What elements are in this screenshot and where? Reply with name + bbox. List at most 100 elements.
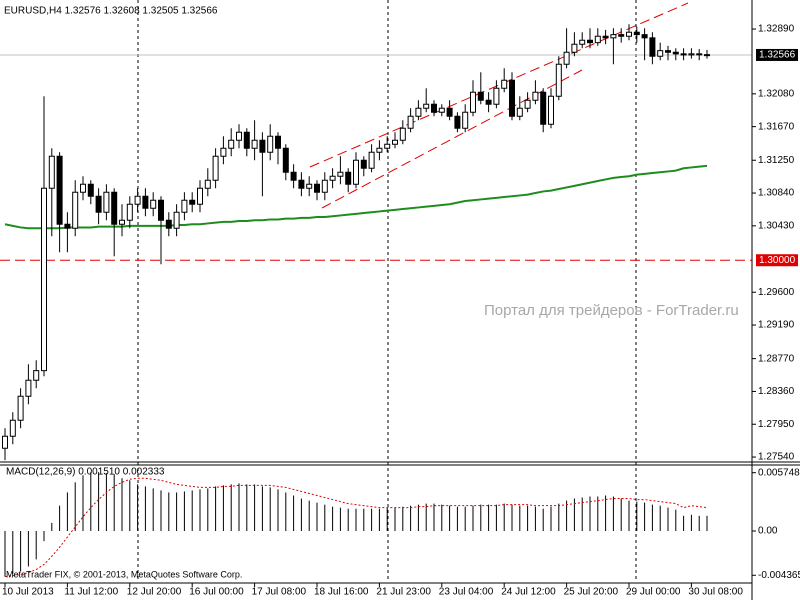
candle-body [532,91,539,101]
y-tick-label: 1.29190 [758,320,795,331]
candle-body [212,155,219,181]
candle-body [431,103,437,113]
x-tick-label: 16 Jul 00:00 [189,587,244,598]
candle-body [415,107,422,117]
y-tick-label: 0.00 [758,526,778,537]
candle-body [64,223,71,229]
y-tick-label: 1.29600 [758,287,795,298]
candle-body [407,115,414,129]
candle-body [665,50,671,53]
candle-body [696,53,703,56]
candle-body [641,34,648,39]
candle-body [189,199,196,205]
candle-body [95,195,102,213]
candle-body [384,143,391,149]
y-tick-label: 1.28360 [758,386,795,397]
candle-body [423,103,430,109]
y-tick-label: 1.32080 [758,88,795,99]
candle-body [368,151,375,169]
candle-body [158,199,164,221]
candle-body [540,91,547,125]
candle-body [111,191,118,225]
candle-body [17,395,24,421]
plot-layer [0,0,752,582]
y-tick-label: -0.004365 [758,570,800,581]
x-tick-label: 21 Jul 23:00 [376,587,431,598]
candle-body [2,435,8,449]
candle-body [259,139,266,153]
chart-title: EURUSD,H4 1.32576 1.32608 1.32505 1.3256… [4,6,218,17]
candle-body [345,171,352,185]
candle-body [87,183,94,197]
x-tick-label: 29 Jul 00:00 [626,587,681,598]
candle-body [173,211,180,229]
candle-body [392,139,398,145]
candle-body [516,107,523,117]
candle-body [126,203,133,221]
level-label: 1.32566 [759,50,796,61]
candle-body [337,171,344,177]
candle-body [243,131,250,149]
candle-body [446,107,453,117]
level-label-box [756,254,798,267]
candle-body [548,95,554,125]
candle-body [633,31,640,36]
candle-body [103,191,110,213]
x-tick-label: 12 Jul 20:00 [127,587,182,598]
x-tick-label: 23 Jul 04:00 [439,587,494,598]
candle-body [251,139,258,149]
candle-body [438,107,445,113]
candle-body [571,43,578,53]
candle-body [41,187,47,372]
candle-body [220,147,227,157]
y-tick-label: 1.27950 [758,419,795,430]
candle-body [353,159,359,185]
candle-body [704,54,710,57]
candle-body [197,187,203,205]
candle-body [649,37,656,57]
candle-body [56,155,63,225]
candle-body [680,53,687,56]
candle-body [321,179,328,193]
x-tick-label: 17 Jul 08:00 [252,587,307,598]
candle-body [329,175,336,181]
candle-body [360,159,367,169]
channel-upper [309,2,689,168]
candle-body [587,39,593,44]
candle-body [610,34,617,39]
y-tick-label: 1.30430 [758,220,795,231]
candle-body [501,79,508,89]
candle-body [290,171,297,181]
candle-body [33,370,40,381]
candle-body [48,155,55,189]
candle-body [134,195,141,205]
y-tick-label: 0.005748 [758,467,800,478]
level-label-box [756,48,798,61]
candle-body [563,51,570,65]
candle-body [236,131,242,141]
candle-body [80,183,86,193]
x-tick-label: 18 Jul 16:00 [314,587,369,598]
x-tick-label: 25 Jul 20:00 [564,587,619,598]
candle-body [399,127,406,141]
candle-body [228,139,235,149]
candle-body [165,219,172,229]
macd-title: MACD(12,26,9) 0.001510 0.002333 [6,467,165,478]
candle-body [306,183,313,189]
candle-body [150,199,157,209]
candle-body [688,53,695,56]
candle-body [672,51,679,55]
candle-body [204,179,211,189]
candle-body [267,135,274,153]
candle-body [25,379,32,397]
y-tick-label: 1.31250 [758,155,795,166]
candle-body [275,135,281,149]
x-tick-label: 10 Jul 2013 [2,587,54,598]
candle-body [579,39,586,45]
level-label: 1.30000 [759,255,796,266]
y-tick-label: 1.31670 [758,121,795,132]
candle-body [72,191,79,229]
candle-body [618,34,625,37]
